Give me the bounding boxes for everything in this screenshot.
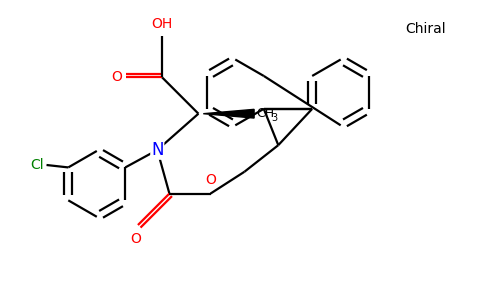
- Text: O: O: [130, 232, 141, 246]
- Text: O: O: [205, 173, 216, 187]
- Polygon shape: [203, 109, 254, 118]
- Text: OH: OH: [151, 17, 173, 32]
- Text: 3: 3: [271, 112, 277, 123]
- Text: N: N: [151, 141, 164, 159]
- Text: O: O: [111, 70, 122, 84]
- Text: Cl: Cl: [30, 158, 44, 172]
- Text: CH: CH: [257, 107, 274, 120]
- Text: Chiral: Chiral: [406, 22, 446, 36]
